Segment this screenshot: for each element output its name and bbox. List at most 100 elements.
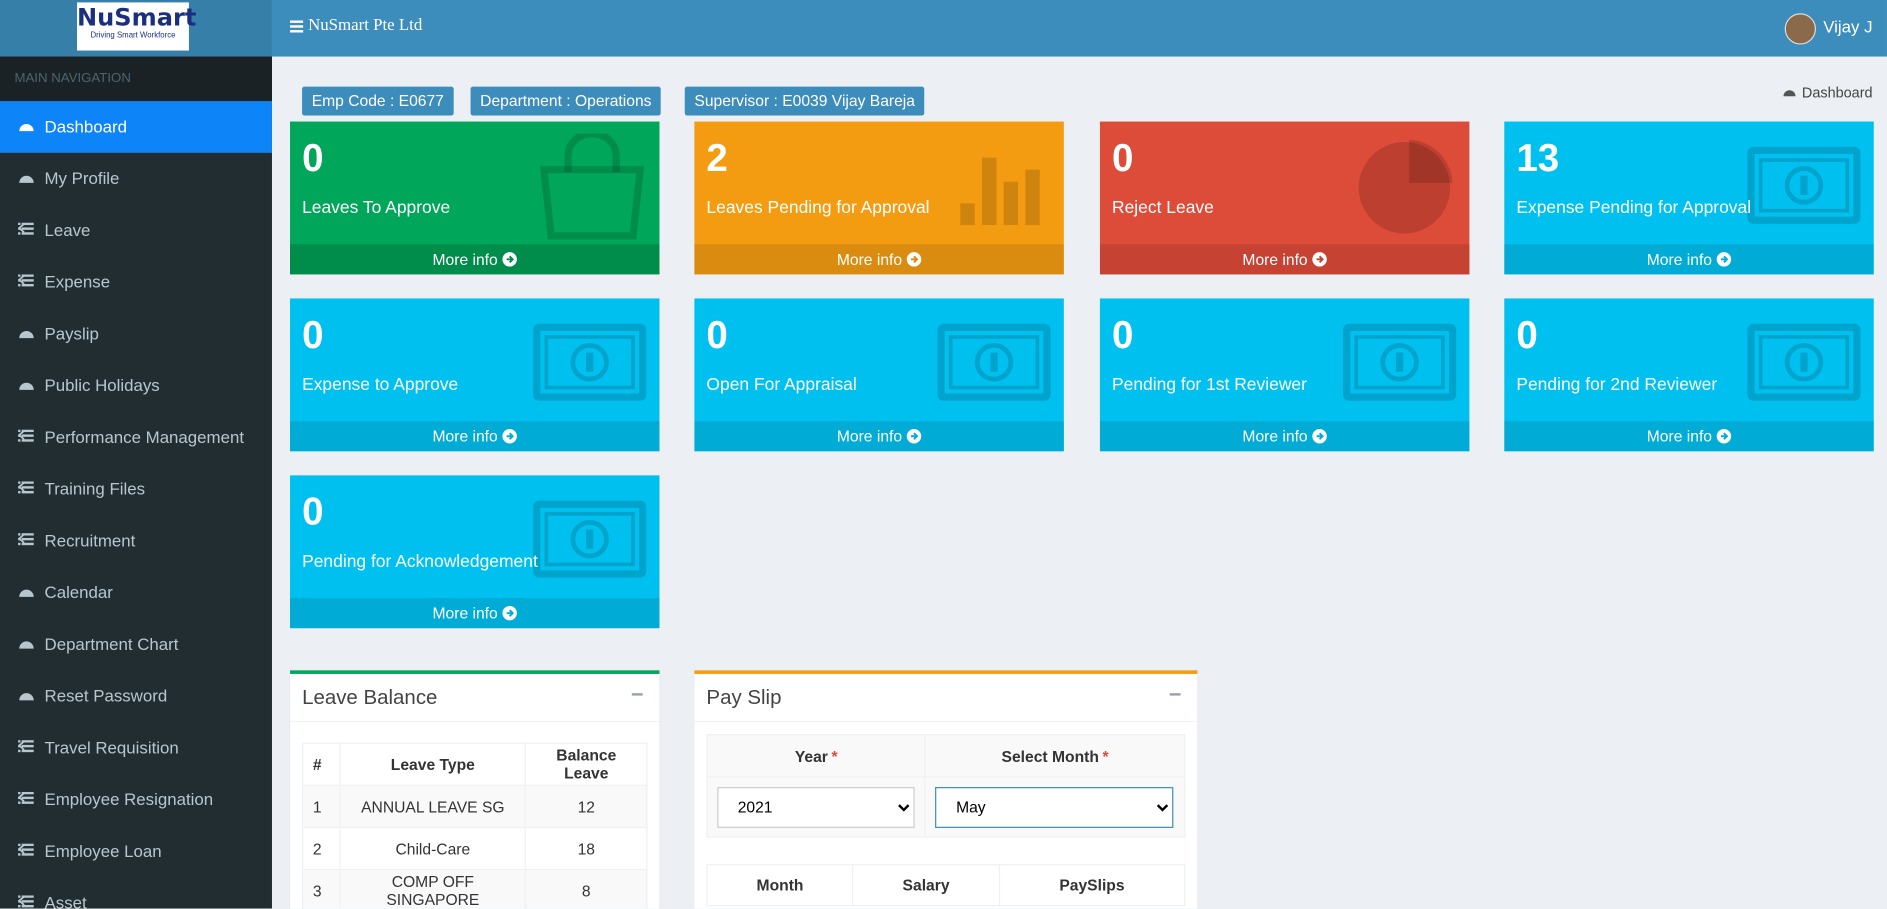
breadcrumb[interactable]: Dashboard	[1783, 84, 1873, 101]
box-label: Leaves To Approve	[302, 198, 451, 218]
nav-item[interactable]: Public Holidays	[0, 360, 272, 412]
nav-item[interactable]: Training Files	[0, 463, 272, 515]
year-select[interactable]: 2021	[717, 786, 915, 828]
info-box: 0 Expense to Approve More info	[290, 298, 660, 452]
nav-icon-shape	[19, 382, 34, 390]
chevron	[18, 844, 25, 854]
nav-item[interactable]: Department Chart	[0, 619, 272, 671]
nav-icon-shape	[19, 175, 34, 183]
top-bar: NuSmart Pte Ltd Vijay J	[271, 0, 1887, 57]
collapse-button[interactable]	[1169, 693, 1181, 696]
box-icon-shape	[539, 166, 645, 240]
nav-item[interactable]: Performance Management	[0, 412, 272, 464]
nav-item[interactable]: Reset Password	[0, 670, 272, 722]
nav-icon-shape	[18, 542, 21, 546]
more-info-link[interactable]: More info	[290, 598, 660, 629]
table-header-row: Month Salary PaySlips	[706, 864, 1186, 907]
brand: NuSmart Pte Ltd	[308, 16, 423, 35]
nav-icon-shape	[21, 491, 34, 494]
more-info-icon	[501, 429, 517, 444]
box-icon	[1747, 146, 1861, 224]
box-value: 0	[302, 489, 324, 534]
month-select[interactable]: May	[935, 786, 1174, 828]
nav-icon-shape	[21, 537, 34, 541]
nav-icon-shape	[18, 491, 21, 494]
more-info-link[interactable]: More info	[1099, 421, 1470, 452]
logo-tagline: Driving Smart Workforce	[90, 31, 176, 40]
nav-icon-shape	[18, 801, 21, 804]
nav-item[interactable]: Expense	[0, 256, 272, 308]
nav-item[interactable]: Recruitment	[0, 515, 272, 567]
info-box: 13 Expense Pending for Approval More info	[1504, 121, 1874, 275]
user-name[interactable]: Vijay J	[1823, 16, 1873, 37]
nav-item[interactable]: My Profile	[0, 153, 272, 205]
nav-icon	[19, 693, 34, 701]
table-cell: 18	[525, 826, 648, 871]
chevron-shape	[18, 740, 25, 751]
nav-icon-shape	[19, 330, 34, 339]
column-header: PaySlips	[998, 864, 1186, 907]
chevron	[18, 481, 25, 492]
nav-label: Employee Loan	[44, 841, 162, 861]
box-icon-shape	[1747, 146, 1861, 224]
nav-item[interactable]: Payslip	[0, 308, 272, 360]
more-info-text: More info	[1242, 250, 1308, 269]
nav-icon-shape	[18, 533, 21, 536]
more-info-icon-shape	[1316, 255, 1324, 264]
nav-icon	[19, 382, 34, 390]
form-cell: May	[924, 776, 1186, 838]
nav-item[interactable]: Leave	[0, 205, 272, 257]
more-info-text: More info	[836, 427, 903, 446]
more-info-link[interactable]: More info	[1504, 244, 1874, 275]
more-info-icon-shape	[910, 255, 918, 264]
more-info-text: More info	[836, 250, 903, 269]
more-info-icon	[1716, 429, 1731, 444]
nav-item[interactable]: Dashboard	[0, 101, 272, 153]
more-info-link[interactable]: More info	[1099, 244, 1470, 275]
nav-icon-shape	[18, 481, 21, 484]
table-cell: 1	[302, 784, 341, 828]
box-icon-shape	[1758, 158, 1850, 213]
table-row: 3 COMP OFF SINGAPORE 8	[302, 868, 648, 909]
form-header-row: Year * Select Month *	[706, 734, 1186, 778]
box-icon-shape	[570, 519, 609, 559]
nav-icon-shape	[21, 904, 34, 908]
box-icon-shape	[570, 342, 609, 382]
more-info-link[interactable]: More info	[1504, 421, 1874, 452]
menu-toggle[interactable]	[290, 20, 304, 33]
more-info-link[interactable]: More info	[694, 244, 1064, 275]
nav-item[interactable]: Asset	[0, 877, 272, 909]
nav-label: My Profile	[44, 168, 120, 188]
chevron-shape	[18, 274, 25, 285]
box-icon-shape	[586, 352, 594, 372]
logo[interactable]: NuSmart Driving Smart Workforce	[77, 2, 196, 51]
box-icon	[1747, 323, 1861, 401]
box-icon-shape	[1380, 342, 1419, 382]
box-value: 0	[1111, 312, 1134, 357]
nav-item[interactable]: Employee Resignation	[0, 774, 272, 826]
avatar[interactable]	[1784, 13, 1816, 45]
panel-title: Pay Slip	[706, 685, 782, 709]
box-icon-shape	[1747, 323, 1861, 401]
box-icon-shape	[1758, 335, 1850, 390]
more-info-link[interactable]: More info	[290, 244, 660, 275]
nav-icon-shape	[18, 749, 21, 753]
nav-icon-shape	[21, 791, 34, 795]
box-icon-shape	[1395, 352, 1404, 372]
column-header: Salary	[852, 864, 1000, 907]
info-badge: Supervisor : E0039 Vijay Bareja	[684, 86, 925, 116]
nav-item[interactable]: Travel Requisition	[0, 722, 272, 774]
box-value: 0	[302, 135, 324, 180]
chevron-shape	[18, 844, 25, 854]
nav-icon-shape	[21, 900, 34, 903]
chevron	[18, 533, 25, 544]
collapse-button[interactable]	[631, 693, 643, 696]
nav-label: Calendar	[44, 582, 113, 602]
table-cell: Child-Care	[339, 826, 527, 871]
more-info-link[interactable]: More info	[694, 421, 1064, 452]
nav-item[interactable]: Employee Loan	[0, 826, 272, 878]
more-info-link[interactable]: More info	[290, 421, 660, 452]
nav-item[interactable]: Calendar	[0, 567, 272, 619]
more-info-icon	[1311, 252, 1327, 267]
